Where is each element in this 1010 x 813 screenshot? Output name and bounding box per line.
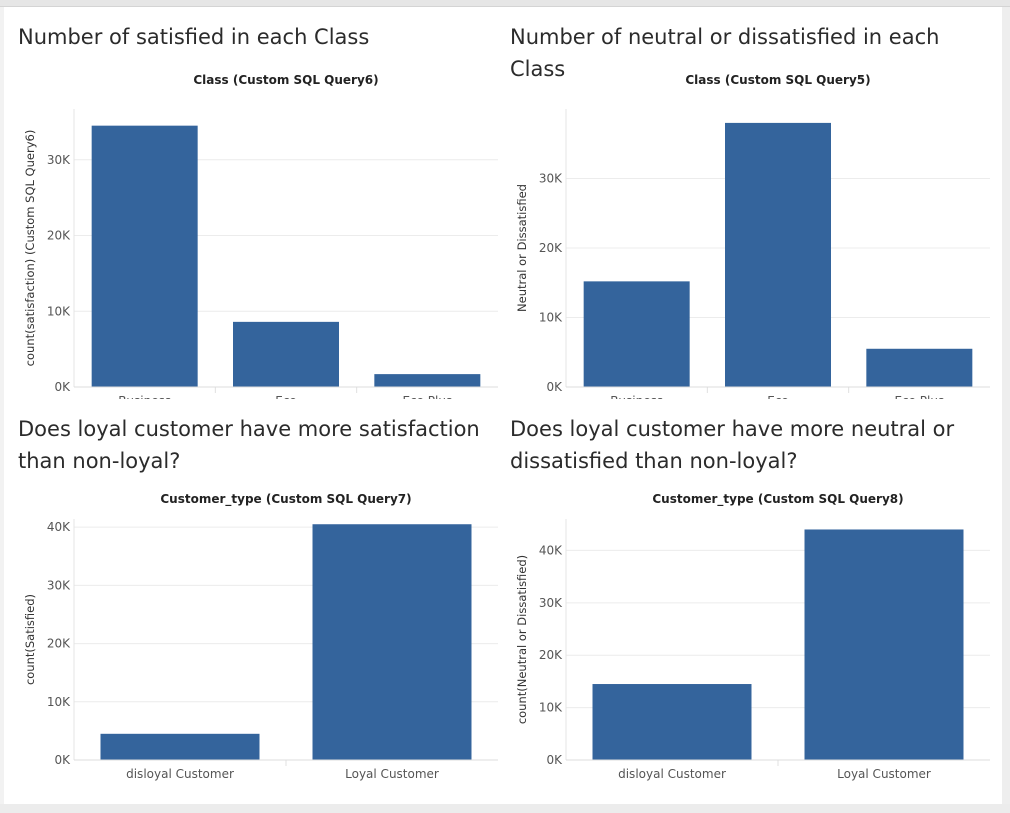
y-tick-label: 20K (539, 241, 563, 255)
y-tick-label: 20K (539, 648, 563, 662)
bar-loyal-customer (312, 524, 472, 760)
x-category-label: disloyal Customer (126, 767, 234, 781)
bar-eco-plus (374, 374, 481, 387)
bar-loyal-customer (804, 529, 964, 760)
bar-business (583, 281, 690, 387)
y-tick-label: 20K (47, 229, 71, 243)
bar-eco (233, 321, 339, 387)
x-category-label: Business (610, 394, 663, 399)
x-category-label: disloyal Customer (618, 767, 726, 781)
y-tick-label: 10K (47, 304, 71, 318)
y-tick-label: 30K (539, 596, 563, 610)
bar-chart-satisfied-by-customer-type: Customer_type (Custom SQL Query7) 0K 10K 20… (23, 492, 498, 781)
x-category-label: Business (118, 394, 171, 399)
x-category-label: Eco Plus (402, 394, 452, 399)
chart-header: Customer_type (Custom SQL Query7) (160, 492, 411, 507)
bar-disloyal-customer (100, 733, 260, 760)
panel-dissatisfied-by-class: Number of neutral or dissatisfied in eac… (496, 21, 992, 399)
x-category-label: Eco Plus (894, 394, 944, 399)
y-tick-label: 40K (539, 543, 563, 557)
panel-title: Does loyal customer have more satisfacti… (18, 417, 480, 473)
y-tick-label: 0K (546, 380, 563, 394)
y-tick-label: 10K (539, 311, 563, 325)
bar-eco-plus (866, 348, 973, 387)
panel-title: Number of neutral or dissatisfied in eac… (510, 25, 940, 81)
bar-business (91, 125, 198, 387)
y-tick-label: 0K (54, 753, 71, 767)
bar-eco (725, 122, 831, 388)
y-tick-label: 30K (47, 578, 71, 592)
y-axis-title: count(Satisfied) (23, 594, 37, 685)
y-axis-title: Neutral or Dissatisfied (515, 184, 529, 312)
y-tick-label: 30K (539, 172, 563, 186)
panel-satisfied-by-class: Number of satisfied in each Class Class … (4, 21, 500, 399)
y-tick-label: 10K (47, 695, 71, 709)
x-category-label: Loyal Customer (837, 767, 931, 781)
x-category-label: Eco (767, 394, 789, 399)
panel-satisfied-by-customer-type: Does loyal customer have more satisfacti… (4, 413, 500, 793)
bar-disloyal-customer (592, 684, 752, 760)
panel-title: Number of satisfied in each Class (18, 25, 370, 49)
y-axis-title: count(satisfaction) (Custom SQL Query6) (23, 130, 37, 367)
x-category-label: Eco (275, 394, 297, 399)
x-category-label: Loyal Customer (345, 767, 439, 781)
y-tick-label: 40K (47, 520, 71, 534)
top-ruler (0, 0, 1010, 7)
chart-header: Class (Custom SQL Query6) (193, 73, 378, 87)
chart-header: Customer_type (Custom SQL Query8) (652, 492, 903, 507)
y-tick-label: 20K (47, 637, 71, 651)
y-tick-label: 30K (47, 153, 71, 167)
y-axis-title: count(Neutral or Dissatisfied) (515, 555, 529, 724)
panel-dissatisfied-by-customer-type: Does loyal customer have more neutral or… (496, 413, 992, 793)
chart-header: Class (Custom SQL Query5) (685, 73, 870, 87)
bar-chart-dissatisfied-by-class: Class (Custom SQL Query5) 0K 10K 20K 30K Neut… (515, 73, 990, 399)
bar-chart-dissatisfied-by-customer-type: Customer_type (Custom SQL Query8) 0K 10K 20… (515, 492, 990, 781)
y-tick-label: 0K (546, 753, 563, 767)
bottom-strip (0, 804, 1010, 813)
panel-title: Does loyal customer have more neutral or… (510, 417, 955, 473)
y-tick-label: 0K (54, 380, 71, 394)
left-edge (0, 7, 4, 804)
y-tick-label: 10K (539, 701, 563, 715)
bar-chart-satisfied-by-class: Class (Custom SQL Query6) 0K 10K 20K 30K coun… (23, 73, 498, 399)
dashboard: Number of satisfied in each Class Class … (4, 7, 1002, 804)
